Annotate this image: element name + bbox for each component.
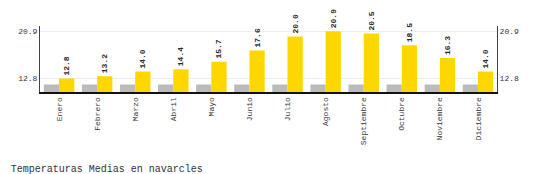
svg-text:Agosto: Agosto xyxy=(321,97,330,126)
svg-text:Noviembre: Noviembre xyxy=(435,97,444,140)
svg-text:Junio: Junio xyxy=(245,97,254,121)
svg-text:14.4: 14.4 xyxy=(176,47,185,66)
svg-text:Temperaturas Medias en navarcl: Temperaturas Medias en navarcles xyxy=(11,164,203,174)
svg-text:12.8: 12.8 xyxy=(62,56,71,75)
svg-text:20.9: 20.9 xyxy=(18,27,37,36)
svg-text:14.0: 14.0 xyxy=(481,49,490,68)
svg-text:Octubre: Octubre xyxy=(397,97,406,131)
svg-text:Marzo: Marzo xyxy=(131,97,140,121)
svg-text:18.5: 18.5 xyxy=(405,23,414,42)
svg-text:14.0: 14.0 xyxy=(138,49,147,68)
svg-text:Septiembre: Septiembre xyxy=(359,97,368,145)
svg-text:Febrero: Febrero xyxy=(93,97,102,131)
svg-text:16.3: 16.3 xyxy=(443,36,452,55)
svg-text:20.5: 20.5 xyxy=(367,11,376,30)
svg-text:12.8: 12.8 xyxy=(18,74,37,83)
svg-text:Abril: Abril xyxy=(169,97,178,121)
svg-text:Mayo: Mayo xyxy=(207,97,216,116)
svg-text:15.7: 15.7 xyxy=(214,39,223,58)
svg-text:Julio: Julio xyxy=(283,97,292,121)
svg-text:20.9: 20.9 xyxy=(500,27,519,36)
svg-text:Diciembre: Diciembre xyxy=(474,97,483,140)
svg-text:17.6: 17.6 xyxy=(253,28,262,47)
svg-text:Enero: Enero xyxy=(55,97,64,121)
svg-text:20.9: 20.9 xyxy=(329,9,338,28)
svg-text:13.2: 13.2 xyxy=(100,54,109,73)
svg-text:20.0: 20.0 xyxy=(291,14,300,33)
svg-text:12.8: 12.8 xyxy=(500,74,519,83)
